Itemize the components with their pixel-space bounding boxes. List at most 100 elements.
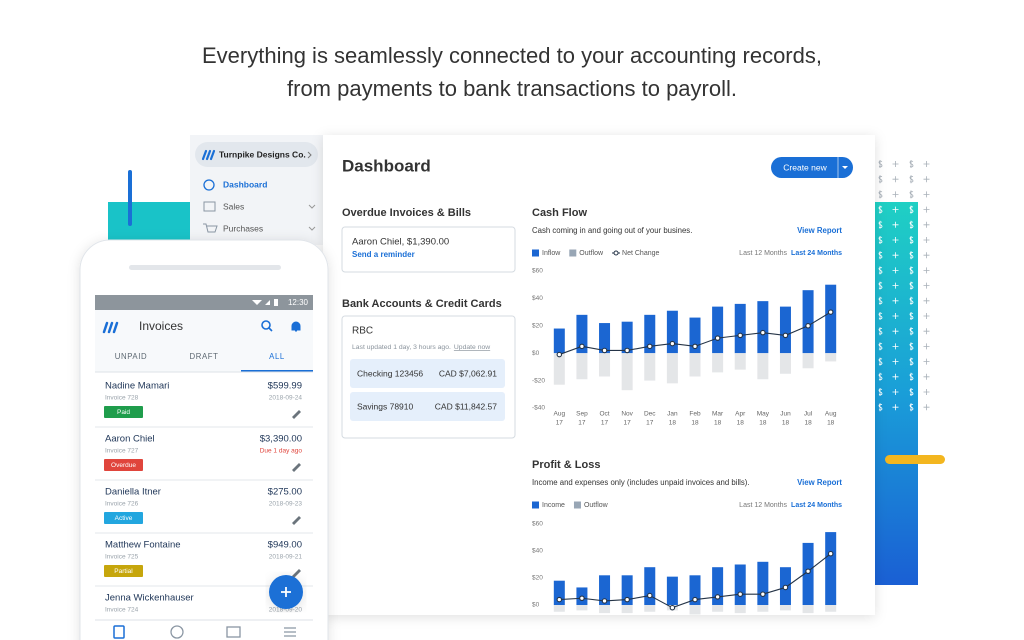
dollar-glyph (909, 266, 914, 275)
plus-glyph (923, 282, 930, 289)
customer-name[interactable]: Matthew Fontaine (105, 540, 181, 551)
account-row[interactable] (350, 392, 505, 421)
dollar-glyph (878, 357, 883, 366)
bank-updated: Last updated 1 day, 3 hours ago. Update n… (352, 344, 490, 351)
caret[interactable] (842, 166, 848, 169)
status-time: 12:30 (288, 298, 309, 307)
invoice-number: Invoice 725 (105, 554, 139, 561)
plus-glyph (892, 237, 899, 243)
bar (712, 353, 724, 373)
dollar-glyph (878, 251, 883, 260)
range-option[interactable]: Last 24 Months (791, 502, 842, 509)
plus-glyph (923, 161, 930, 167)
bell-icon[interactable] (291, 321, 301, 332)
plus-glyph (892, 328, 899, 335)
view-report[interactable]: View Report (797, 478, 842, 487)
nav-item[interactable]: Purchases (223, 223, 263, 233)
create-button[interactable] (771, 157, 853, 178)
edit-icon[interactable] (292, 569, 301, 578)
customer-name[interactable]: Aaron Chiel (105, 434, 155, 445)
plus-glyph (923, 358, 930, 365)
plus-glyph (923, 404, 930, 411)
legend-swatch (532, 501, 539, 509)
net-point (805, 568, 811, 574)
customer-name[interactable]: Jenna Wickenhauser (105, 593, 194, 604)
bar (734, 564, 746, 605)
dollar-glyph (878, 281, 883, 290)
account-balance: CAD $11,842.57 (435, 401, 497, 411)
view-report[interactable]: View Report (797, 226, 842, 235)
x-tick-label: Jun (780, 411, 791, 418)
range-option[interactable]: Last 24 Months (791, 250, 842, 257)
chevron (308, 226, 316, 231)
overdue-card (341, 226, 516, 273)
tab[interactable]: DRAFT (190, 352, 219, 361)
account-row[interactable] (350, 359, 505, 388)
reminder-link[interactable]: Send a reminder (352, 250, 415, 259)
nav-inbox[interactable] (226, 626, 241, 638)
net-point (760, 591, 766, 597)
plus-glyph (923, 297, 930, 304)
x-tick-label: 18 (714, 420, 722, 427)
status-badge (104, 406, 143, 418)
y-tick-label: -$20 (532, 377, 545, 384)
bar (757, 353, 769, 380)
overdue-item: Aaron Chiel, $1,390.00 (352, 237, 449, 248)
nav-icon (203, 179, 215, 191)
nav-item[interactable]: Dashboard (223, 179, 267, 189)
bar (644, 605, 656, 612)
nav-item[interactable]: Sales (223, 201, 244, 211)
nav-icon (203, 201, 216, 212)
legend-label: Net Change (622, 250, 659, 257)
range-toggle: Last 12 Months Last 24 Months (739, 250, 842, 257)
company-switcher[interactable] (195, 142, 318, 167)
bar (553, 328, 565, 354)
plus-glyph (892, 191, 899, 198)
x-tick-label: 18 (827, 420, 835, 427)
dollar-glyph (878, 266, 883, 275)
bar (779, 353, 791, 374)
app-title: Invoices (139, 319, 183, 333)
plus-glyph (892, 313, 899, 319)
plus-glyph (923, 206, 930, 213)
bar (734, 605, 746, 614)
charts: Cash Flow Cash coming in and going out of… (532, 207, 842, 615)
bottom-nav (95, 620, 313, 640)
customer-name[interactable]: Nadine Mamari (105, 381, 169, 392)
status-bar (95, 295, 313, 310)
invoice-amount: $275.00 (268, 487, 302, 498)
nav-customers[interactable] (170, 625, 184, 639)
net-point (692, 596, 698, 603)
plus-glyph (923, 373, 930, 380)
x-tick-label: 18 (759, 420, 767, 427)
bar (553, 353, 565, 385)
y-tick-label: $0 (532, 602, 540, 609)
customer-name[interactable]: Daniella Itner (105, 487, 161, 498)
range-option[interactable]: Last 12 Months (739, 502, 787, 509)
x-tick-label: Jan (667, 411, 678, 418)
update-link[interactable]: Update now (454, 344, 490, 351)
invoice-date: 2018-09-20 (269, 607, 303, 614)
y-tick-label: $0 (532, 350, 540, 357)
edit-icon[interactable] (292, 463, 301, 472)
search-icon[interactable] (261, 320, 271, 330)
net-point (692, 343, 698, 350)
x-tick-label: Aug (554, 411, 566, 418)
nav-menu[interactable] (284, 627, 296, 637)
tab[interactable]: UNPAID (115, 352, 147, 361)
x-tick-label: May (757, 411, 770, 418)
range-option[interactable]: Last 12 Months (739, 250, 787, 257)
edit-icon[interactable] (292, 516, 301, 525)
status-label: Overdue (111, 462, 136, 469)
legend-swatch (573, 501, 581, 509)
plus-glyph (892, 206, 899, 213)
edit-icon[interactable] (292, 410, 301, 419)
bar (599, 323, 611, 354)
bar (802, 290, 814, 354)
tab[interactable]: ALL (269, 352, 285, 361)
plus-glyph (923, 328, 930, 335)
dollar-glyph (909, 220, 914, 229)
x-tick-label: Sep (576, 411, 588, 418)
nav-invoices[interactable] (113, 625, 125, 639)
